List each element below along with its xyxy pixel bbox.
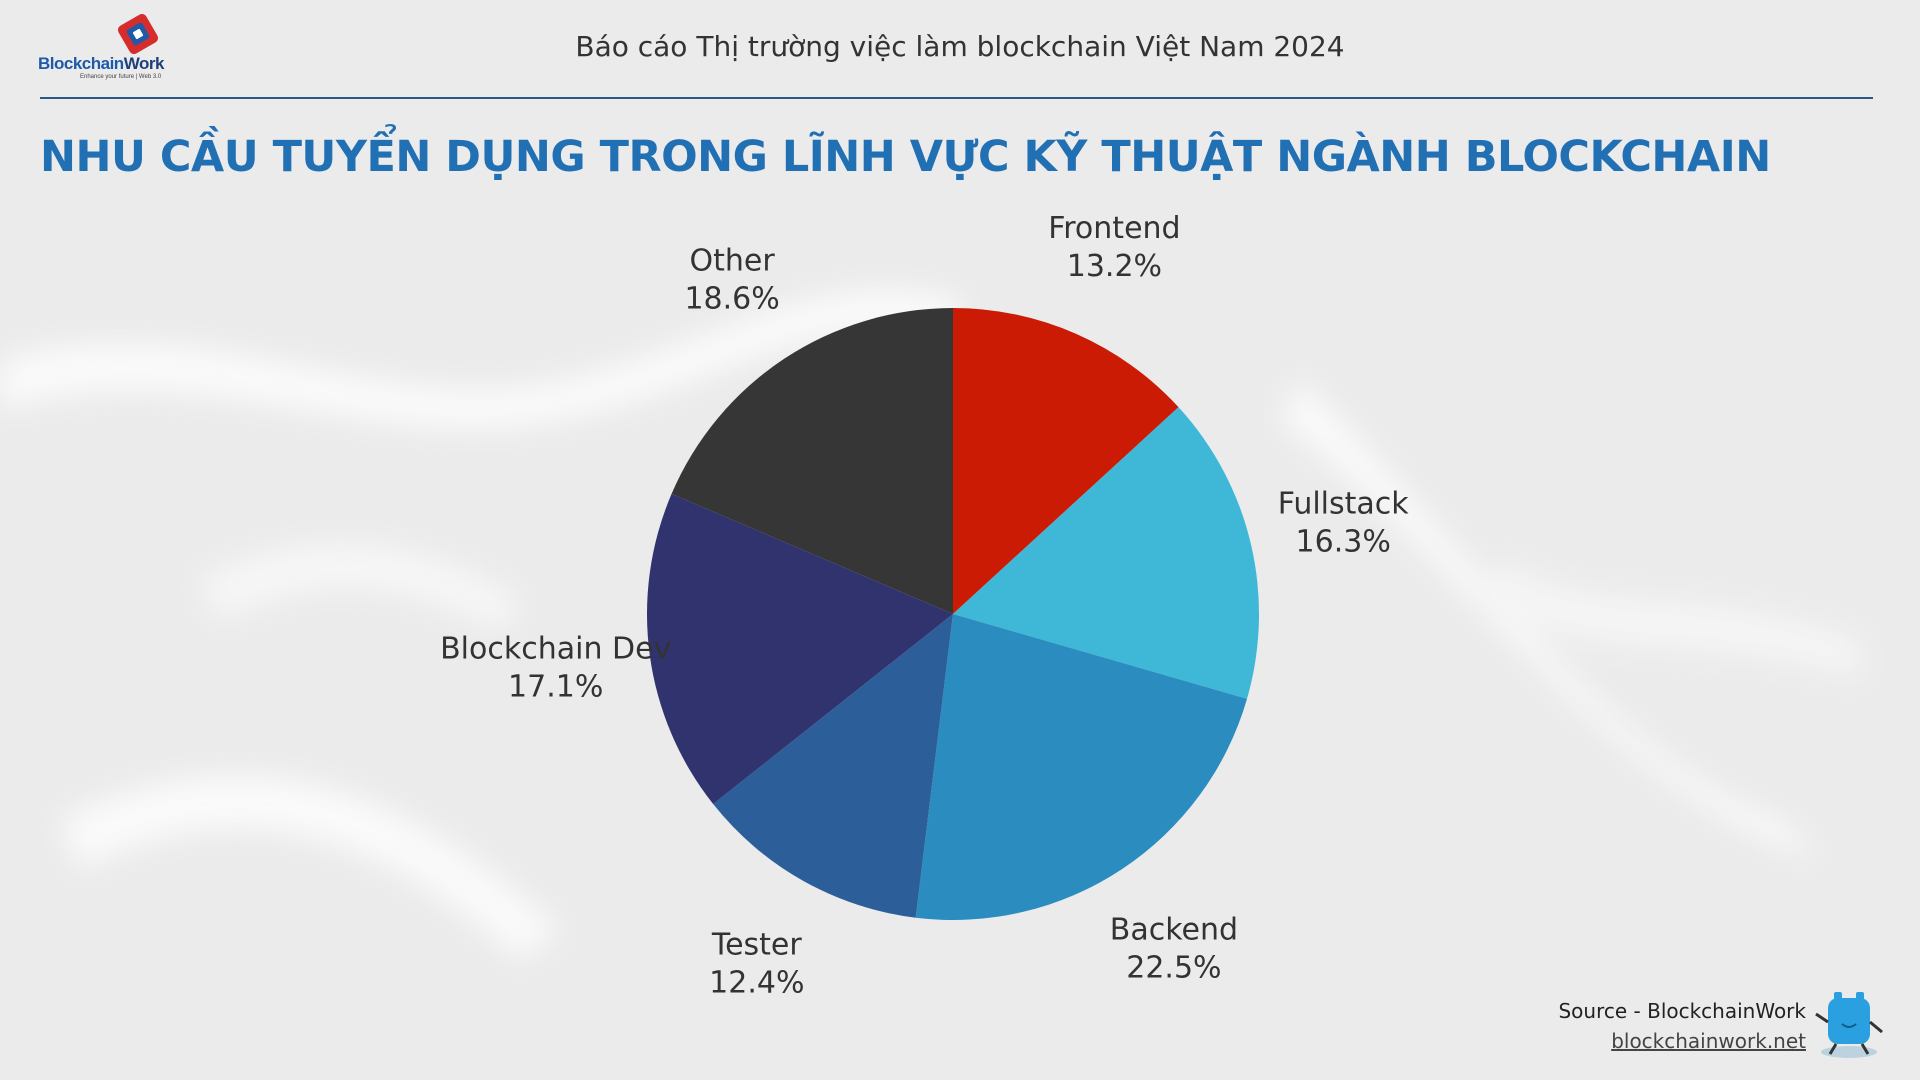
logo-wordmark: BlockchainWork (38, 54, 164, 73)
cube-logo-icon (117, 13, 159, 55)
slice-label: Frontend (1048, 211, 1180, 246)
pie-slice-backend (915, 614, 1248, 920)
pie-slice-tester (713, 614, 953, 918)
pie-slice-fullstack (953, 407, 1260, 699)
slice-value-label: 16.3% (1296, 524, 1391, 559)
pie-slice-other (671, 308, 953, 614)
brand-logo: BlockchainWork Enhance your future | Web… (38, 8, 188, 88)
pie-slice-frontend (953, 308, 1179, 614)
header-divider (40, 97, 1873, 99)
slice-value-label: 17.1% (508, 669, 603, 704)
logo-tagline: Enhance your future | Web 3.0 (80, 74, 162, 80)
slice-value-label: 18.6% (684, 282, 779, 317)
slice-label: Tester (711, 928, 803, 963)
page-title: NHU CẦU TUYỂN DỤNG TRONG LĨNH VỰC KỸ THU… (40, 132, 1771, 182)
slice-label: Other (690, 244, 776, 279)
source-text: Source - BlockchainWork (1558, 999, 1806, 1023)
slice-value-label: 13.2% (1067, 249, 1162, 284)
slice-label: Fullstack (1278, 486, 1410, 521)
slice-value-label: 22.5% (1126, 951, 1221, 986)
report-title: Báo cáo Thị trường việc làm blockchain V… (575, 30, 1345, 63)
source-block: Source - BlockchainWork blockchainwork.n… (1558, 999, 1806, 1053)
mascot-icon (1815, 992, 1883, 1058)
source-link[interactable]: blockchainwork.net (1611, 1029, 1806, 1053)
pie-slice-blockchain-dev (646, 493, 953, 805)
slice-label: Backend (1110, 913, 1238, 948)
slice-label: Blockchain Dev (440, 631, 671, 666)
slice-value-label: 12.4% (709, 966, 804, 1001)
